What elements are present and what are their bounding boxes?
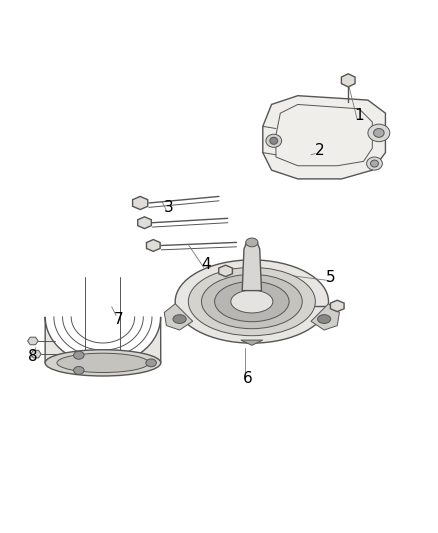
Polygon shape [341,74,355,87]
Ellipse shape [74,351,84,359]
Polygon shape [146,239,160,252]
Ellipse shape [188,268,315,336]
Ellipse shape [201,274,302,329]
Text: 5: 5 [326,270,336,285]
Ellipse shape [367,157,382,170]
Polygon shape [330,300,344,312]
Ellipse shape [270,138,278,144]
Text: 6: 6 [243,370,252,386]
Ellipse shape [215,281,289,322]
Polygon shape [31,350,41,358]
Ellipse shape [74,367,84,374]
Polygon shape [242,243,261,290]
Ellipse shape [266,134,282,147]
Polygon shape [263,96,385,179]
Polygon shape [45,317,161,365]
Text: 1: 1 [354,108,364,123]
Ellipse shape [45,350,161,376]
Ellipse shape [57,353,149,373]
Polygon shape [311,304,339,330]
Text: 8: 8 [28,349,38,364]
Ellipse shape [318,314,331,324]
Text: 3: 3 [164,200,173,215]
Text: 7: 7 [113,312,123,327]
Polygon shape [138,217,152,229]
Text: 4: 4 [201,257,211,272]
Ellipse shape [374,128,384,138]
Ellipse shape [173,314,186,324]
Text: 2: 2 [315,143,325,158]
Polygon shape [164,304,193,330]
Ellipse shape [371,160,378,167]
Polygon shape [133,197,148,209]
Polygon shape [28,337,38,345]
Ellipse shape [246,238,258,247]
Ellipse shape [231,290,273,313]
Polygon shape [241,340,263,345]
Ellipse shape [146,359,156,367]
Ellipse shape [368,124,390,142]
Ellipse shape [175,260,328,343]
Polygon shape [219,265,233,277]
